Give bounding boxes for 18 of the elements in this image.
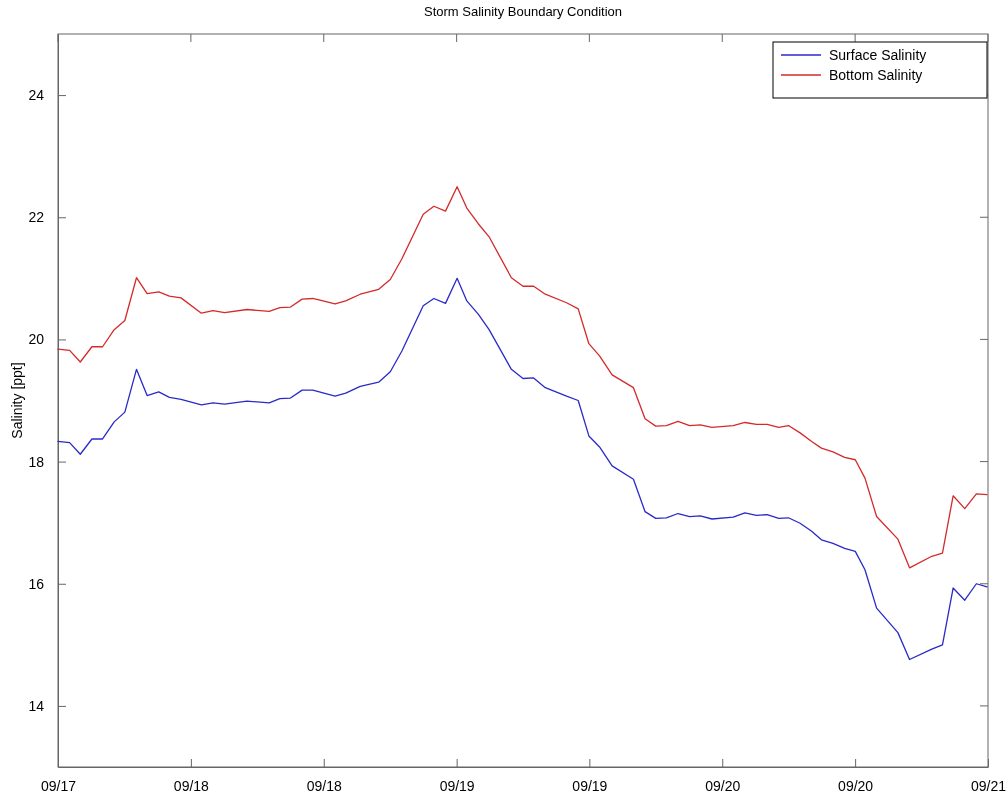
y-tick-label: 16 xyxy=(28,575,45,592)
chart-title: Storm Salinity Boundary Condition xyxy=(424,4,622,19)
x-tick-label: 09/20 xyxy=(705,777,741,794)
legend-label: Bottom Salinity xyxy=(829,67,923,83)
y-tick-label: 18 xyxy=(28,453,45,470)
x-tick-label: 09/21 xyxy=(970,777,1007,794)
x-tick-label: 09/19 xyxy=(439,777,475,794)
y-tick-label: 14 xyxy=(28,697,45,714)
x-tick-label: 09/18 xyxy=(306,777,342,794)
x-tick-label: 09/19 xyxy=(572,777,608,794)
y-tick-label: 20 xyxy=(28,331,45,348)
y-tick-label: 22 xyxy=(28,209,45,226)
x-tick-label: 09/20 xyxy=(838,777,874,794)
y-axis-title: Salinity [ppt] xyxy=(9,362,25,439)
legend-label: Surface Salinity xyxy=(829,47,927,63)
x-tick-label: 09/18 xyxy=(173,777,210,794)
y-tick-label: 24 xyxy=(28,87,45,104)
x-tick-label: 09/17 xyxy=(40,777,77,794)
